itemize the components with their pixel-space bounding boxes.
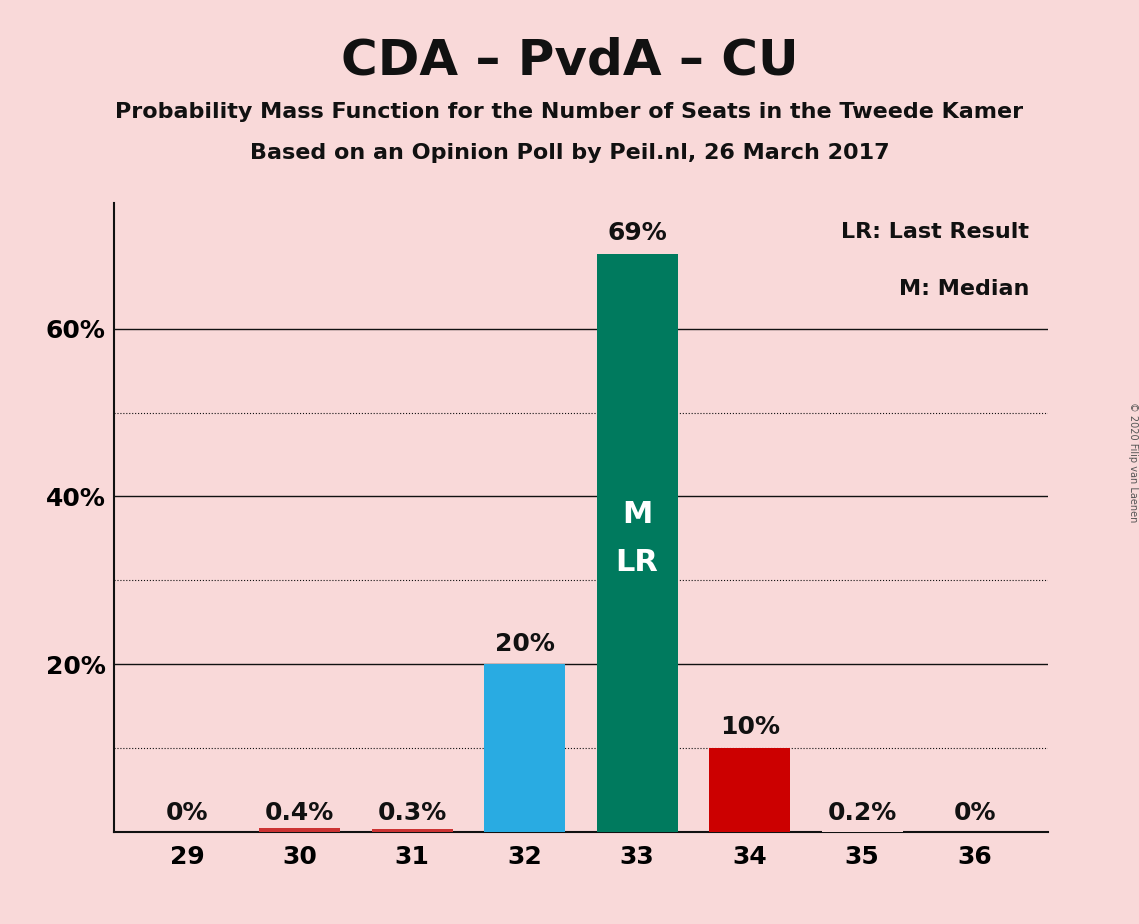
Bar bbox=[597, 253, 678, 832]
Text: CDA – PvdA – CU: CDA – PvdA – CU bbox=[341, 37, 798, 85]
Text: 0.2%: 0.2% bbox=[828, 801, 896, 825]
Bar bbox=[259, 828, 341, 832]
Text: 10%: 10% bbox=[720, 715, 780, 739]
Text: Based on an Opinion Poll by Peil.nl, 26 March 2017: Based on an Opinion Poll by Peil.nl, 26 … bbox=[249, 143, 890, 164]
Bar bbox=[484, 664, 565, 832]
Text: 0.3%: 0.3% bbox=[377, 801, 446, 825]
Text: LR: Last Result: LR: Last Result bbox=[842, 222, 1030, 242]
Text: M: Median: M: Median bbox=[899, 279, 1030, 298]
Text: © 2020 Filip van Laenen: © 2020 Filip van Laenen bbox=[1129, 402, 1138, 522]
Text: 20%: 20% bbox=[494, 632, 555, 656]
Text: 69%: 69% bbox=[607, 221, 667, 245]
Bar bbox=[371, 829, 452, 832]
Bar bbox=[710, 748, 790, 832]
Text: Probability Mass Function for the Number of Seats in the Tweede Kamer: Probability Mass Function for the Number… bbox=[115, 102, 1024, 122]
Text: 0%: 0% bbox=[953, 801, 995, 825]
Text: 0%: 0% bbox=[166, 801, 208, 825]
Text: M
LR: M LR bbox=[616, 500, 658, 577]
Text: 0.4%: 0.4% bbox=[265, 801, 334, 825]
Bar bbox=[821, 830, 903, 832]
